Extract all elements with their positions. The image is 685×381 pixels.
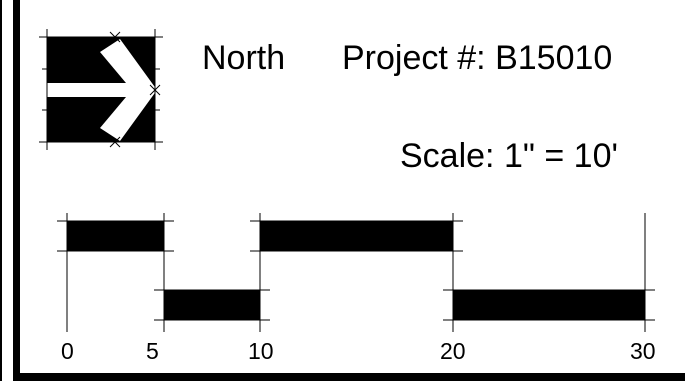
- tick-label-5: 5: [146, 338, 159, 364]
- north-arrow-icon: [39, 29, 163, 150]
- tick-label-30: 30: [630, 338, 656, 364]
- north-label: North: [202, 39, 286, 77]
- tick-label-0: 0: [61, 338, 74, 364]
- scale-segment-5-10: [164, 290, 260, 320]
- left-border-thin: [0, 0, 2, 381]
- scale-bar: [57, 213, 655, 332]
- project-number: Project #: B15010: [342, 39, 613, 77]
- bottom-border: [13, 373, 685, 381]
- tick-label-20: 20: [440, 338, 466, 364]
- tick-label-10: 10: [248, 338, 274, 364]
- scale-label: Scale: 1" = 10': [400, 137, 618, 175]
- scale-segment-10-20: [260, 221, 453, 251]
- scale-segment-0-5: [67, 221, 164, 251]
- left-border: [13, 0, 20, 381]
- scale-segment-20-30: [453, 290, 645, 320]
